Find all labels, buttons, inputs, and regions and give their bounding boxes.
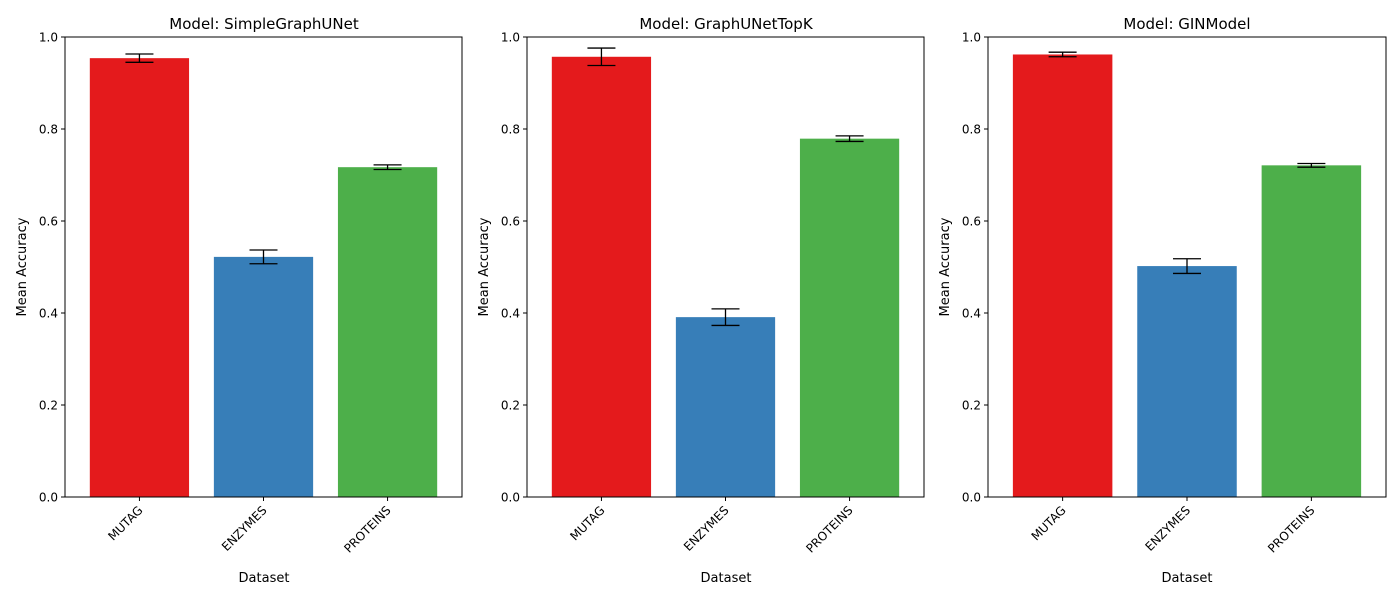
subplot-1-y-label: Mean Accuracy (15, 217, 30, 316)
subplot-1-frame (64, 36, 463, 498)
y-tick-label: 0.2 (39, 399, 58, 413)
subplot-2: Model: GraphUNetTopK 0.00.20.40.60.81.0 … (477, 15, 925, 586)
y-tick-label: 0.6 (39, 215, 58, 229)
subplot-3-x-label: Dataset (1162, 571, 1213, 586)
bar-mutag (1012, 54, 1113, 497)
subplot-1-x-label: Dataset (239, 571, 290, 586)
bar-enzymes (1137, 266, 1237, 497)
bar-mutag (89, 58, 190, 497)
y-tick-label: 0.4 (501, 307, 520, 321)
y-tick-label: 0.4 (39, 307, 58, 321)
subplot-2-y-label: Mean Accuracy (477, 217, 492, 316)
subplot-2-title: Model: GraphUNetTopK (639, 15, 813, 33)
bar-proteins (337, 167, 438, 497)
bar-proteins (799, 138, 900, 497)
y-tick-label: 0.8 (39, 123, 58, 137)
subplot-3-marks (1012, 51, 1362, 497)
y-tick-label: 1.0 (501, 31, 520, 45)
y-tick-label: 0.6 (962, 215, 981, 229)
y-tick-label: 1.0 (962, 31, 981, 45)
subplot-2-frame (526, 36, 925, 498)
subplot-3-title: Model: GINModel (1123, 15, 1250, 33)
bar-enzymes (675, 317, 776, 497)
subplot-3-y-axis: 0.0 0.2 0.4 0.6 0.8 1.0 (962, 31, 988, 505)
y-tick-label: 0.0 (962, 491, 981, 505)
y-tick-label: 0.4 (962, 307, 981, 321)
bar-enzymes (213, 256, 314, 497)
bar-proteins (1261, 165, 1362, 497)
y-tick-label: 0.0 (501, 491, 520, 505)
bar-mutag (551, 56, 652, 497)
y-tick-label: 0.8 (501, 123, 520, 137)
y-tick-label: 0.2 (501, 399, 520, 413)
subplot-1-marks (89, 53, 438, 497)
subplot-1: Model: SimpleGraphUNet 0.0 0.2 0.4 0.6 0.8 1.… (15, 15, 463, 586)
subplot-1-y-axis: 0.0 0.2 0.4 0.6 0.8 1.0 (39, 31, 65, 505)
subplot-2-y-axis: 0.0 0.2 0.4 0.6 0.8 1.0 (501, 31, 527, 505)
y-tick-label: 0.0 (39, 491, 58, 505)
y-tick-label: 0.6 (501, 215, 520, 229)
subplot-3-y-label: Mean Accuracy (938, 217, 953, 316)
subplot-2-x-label: Dataset (701, 571, 752, 586)
y-tick-label: 0.2 (962, 399, 981, 413)
y-tick-label: 0.8 (962, 123, 981, 137)
y-tick-label: 1.0 (39, 31, 58, 45)
subplot-3-frame (987, 36, 1387, 498)
subplot-2-marks (551, 47, 900, 497)
subplot-1-title: Model: SimpleGraphUNet (169, 15, 359, 33)
